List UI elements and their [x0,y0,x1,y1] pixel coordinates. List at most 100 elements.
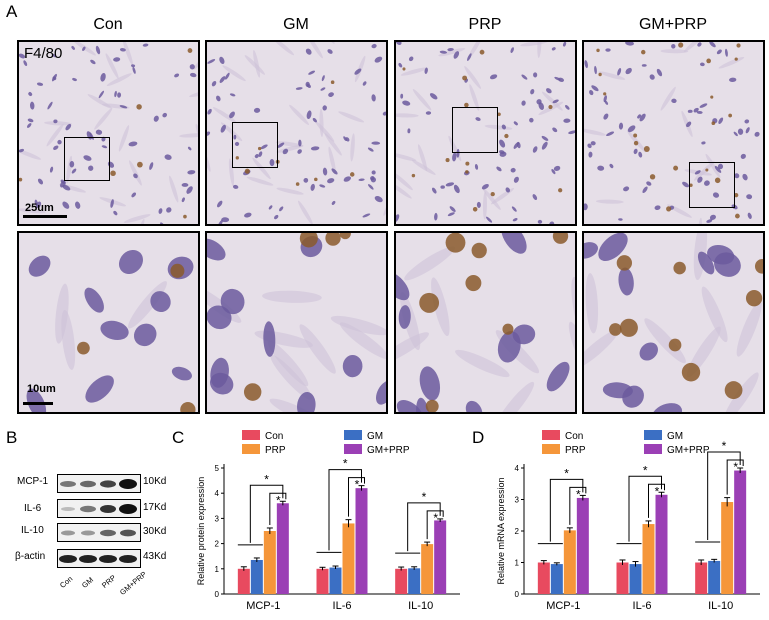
scale-bar-top [23,215,67,218]
chart-c-sig-inner-0: * [276,493,281,507]
chart-d-sig-inner-1: * [655,484,660,498]
chart-d-bar-2-3 [734,470,747,594]
micrograph-zoom-gm-prp [582,231,765,414]
chart-d-y-tick-label-3: 3 [515,496,520,505]
chart-c-legend-label-1: GM [367,431,383,442]
wb-lane-con: Con [58,574,75,590]
chart-c-bracket-inner-0 [269,492,287,525]
chart-d-bracket-inner-0 [569,486,587,525]
chart-d-sig-inner-0: * [576,487,581,501]
wb-label-mcp1: MCP-1 [17,476,49,487]
chart-c-y-tick-label-5: 5 [215,464,220,473]
chart-d-legend-label-0: Con [565,431,583,442]
chart-c-bar-1-0 [316,568,329,594]
micrograph-prp [394,40,577,226]
micrograph-gm [205,40,388,226]
wb-strip-actin [57,549,141,568]
panel-label-a: A [6,2,18,21]
wb-lane-gm: GM [80,575,96,590]
chart-d-bar-0-0 [537,562,550,594]
chart-d-bar-0-1 [550,564,563,594]
chart-c-bar-0-1 [250,559,263,594]
micrograph-con [17,40,200,226]
chart-d-sig-outer-1: * [643,463,648,477]
chart-c-bar-1-3 [355,488,368,594]
chart-c-y-axis-label: Relative protein expression [196,477,206,586]
chart-c-legend-label-3: GM+PRP [367,445,410,456]
chart-d-bar-1-3 [655,494,668,594]
wb-strip-il10 [57,523,141,542]
stain-label: F4/80 [24,45,63,62]
wb-lane-prp: PRP [100,573,118,590]
chart-d-y-tick-label-0: 0 [515,590,520,599]
chart-d-bar-1-2 [642,524,655,594]
chart-d-bar-2-2 [721,502,734,594]
mrna-expression-chart: Con GM PRP GM+PRP 0 1 2 3 4 Relative mRNA express… [496,430,760,612]
wb-kd-il10: 30Kd [143,526,167,537]
wb-strip-mcp1 [57,474,141,493]
roi-box-gm-prp [689,162,735,208]
chart-c-bar-2-2 [421,544,434,594]
chart-c-y-tick-label-3: 3 [215,514,220,523]
wb-strip-il6 [57,499,141,518]
group-title-con: Con [93,16,123,33]
chart-d-bracket-inner-2 [726,459,744,495]
chart-c-bracket-inner-1 [348,477,365,517]
chart-c-sig-outer-1: * [343,457,348,471]
roi-box-gm [232,122,278,168]
micrograph-zoom-prp [394,231,577,414]
chart-c-bar-2-3 [434,520,447,594]
chart-d-x-tick-label-2: IL-10 [708,600,733,612]
chart-d-x-tick-label-1: IL-6 [633,600,652,612]
chart-c-bar-0-0 [237,568,250,594]
chart-d-legend-label-2: PRP [565,445,586,456]
wb-lane-gm-prp: GM+PRP [118,569,149,597]
chart-d-y-tick-label-4: 4 [515,464,520,473]
chart-c-y-tick-label-4: 4 [215,489,220,498]
micrograph-gm-prp [582,40,765,226]
chart-c-legend-swatch-0 [242,430,260,440]
chart-c-legend-label-2: PRP [265,445,286,456]
chart-c-bar-0-3 [276,503,289,594]
chart-d-sig-outer-2: * [722,439,727,453]
chart-c-y-tick-label-0: 0 [215,590,220,599]
chart-c-legend-swatch-3 [344,444,362,454]
chart-c-bracket-inner-2 [426,510,444,540]
chart-c-x-tick-label-1: IL-6 [333,600,352,612]
wb-label-il6: IL-6 [24,503,42,514]
chart-d-bar-1-1 [629,564,642,594]
chart-c-y-tick-label-1: 1 [215,565,220,574]
panel-label-d: D [472,428,485,447]
chart-c-sig-outer-0: * [264,472,269,486]
chart-c-bracket-outer-2 [407,502,441,552]
group-title-gm-prp: GM+PRP [638,16,707,33]
chart-d-sig-outer-0: * [564,466,569,480]
chart-c-legend-swatch-2 [242,444,260,454]
micrograph-zoom-gm [205,231,388,414]
chart-d-legend-swatch-1 [644,430,662,440]
wb-label-actin: β-actin [15,551,46,562]
group-title-gm: GM [283,16,309,33]
chart-c-bar-1-1 [329,567,342,594]
chart-d-legend-swatch-3 [644,444,662,454]
wb-kd-mcp1: 10Kd [143,476,167,487]
panel-label-c: C [172,428,185,447]
scale-label-bottom: 10um [27,383,56,395]
chart-d-sig-inner-2: * [733,460,738,474]
chart-d-bar-0-2 [563,530,576,594]
protein-expression-chart: Con GM PRP GM+PRP 0 1 2 3 4 5 Relative protein exp… [196,430,460,612]
chart-d-legend-label-1: GM [667,431,683,442]
roi-box-prp [452,107,498,153]
chart-c-bracket-outer-0 [249,484,284,543]
chart-c-bar-1-2 [342,523,355,594]
scale-bar-bottom [23,402,53,405]
chart-c-bracket-outer-1 [328,469,362,551]
scale-label-top: 25um [25,202,54,214]
chart-c-bar-0-2 [263,531,276,594]
chart-c-sig-inner-1: * [355,478,360,492]
micrograph-zoom-con [17,231,200,414]
wb-kd-actin: 43Kd [143,551,167,562]
chart-d-bar-2-0 [695,562,708,594]
chart-d-legend-swatch-2 [542,444,560,454]
chart-c-y-tick-label-2: 2 [215,540,220,549]
